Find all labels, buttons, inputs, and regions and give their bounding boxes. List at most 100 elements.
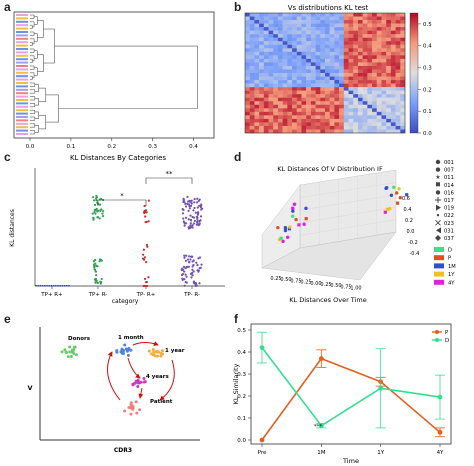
schematic-dot — [121, 351, 125, 355]
heatmap-cell — [254, 80, 260, 84]
heatmap-cell — [268, 23, 274, 28]
legend-marker-label: 019 — [444, 206, 454, 212]
heatmap-cell — [287, 76, 293, 81]
heatmap-cell — [376, 76, 382, 81]
swarm-point — [48, 284, 51, 287]
heatmap-cell — [400, 108, 406, 113]
heatmap-cell — [343, 27, 349, 31]
heatmap-cell — [376, 73, 382, 77]
scatter3d-point — [287, 227, 292, 231]
schematic-dot — [136, 385, 140, 389]
swarm-point — [189, 214, 192, 217]
heatmap-cell — [386, 111, 392, 116]
heatmap-frame — [244, 12, 406, 134]
schematic-dot — [123, 409, 127, 413]
heatmap-cell — [376, 34, 382, 38]
heatmap-cell — [376, 27, 382, 31]
heatmap-cell — [310, 73, 316, 77]
heatmap-cell — [301, 37, 307, 42]
heatmap-cell — [395, 118, 401, 123]
line-y-tick-label: 0.2 — [237, 394, 246, 400]
heatmap-cell — [301, 27, 307, 31]
heatmap-cell — [249, 129, 255, 134]
heatmap-cell — [376, 13, 382, 17]
heatmap-cell — [315, 76, 321, 81]
heatmap-cell — [372, 80, 377, 84]
heatmap-cell — [259, 129, 265, 134]
heatmap-cell — [381, 118, 387, 123]
heatmap-cell — [334, 20, 340, 24]
swarm-point — [188, 207, 192, 210]
heatmap-cell — [310, 122, 316, 127]
heatmap-cell — [329, 41, 335, 45]
heatmap-cell — [353, 97, 359, 102]
heatmap-cell — [376, 97, 382, 102]
heatmap-cell — [273, 97, 279, 102]
heatmap-cell — [386, 34, 392, 38]
heatmap-cell — [245, 97, 250, 102]
heatmap-cell — [334, 122, 340, 127]
heatmap-cell — [400, 30, 406, 35]
heatmap-cell — [390, 108, 396, 113]
heatmap-cell — [282, 44, 288, 49]
heatmap-cell — [315, 69, 321, 74]
heatmap-cell — [339, 101, 345, 105]
heatmap-cell — [343, 13, 349, 17]
heatmap-cell — [400, 118, 406, 123]
heatmap-cell — [306, 129, 312, 134]
swarm-point — [99, 208, 102, 211]
heatmap-cell — [386, 104, 392, 109]
heatmap-cell — [339, 94, 345, 98]
heatmap-cell — [395, 94, 401, 98]
heatmap-cell — [277, 62, 283, 67]
legend-marker-label: 022 — [444, 213, 454, 219]
scatter3d-points — [276, 185, 409, 244]
heatmap-cell — [301, 65, 307, 70]
heatmap-cell — [329, 55, 335, 60]
heatmap-cell — [273, 30, 279, 35]
heatmap-cell — [259, 55, 265, 60]
heatmap-cell — [367, 83, 373, 88]
heatmap-cell — [334, 16, 340, 21]
heatmap-cell — [400, 129, 406, 134]
heatmap-cell — [254, 16, 260, 21]
heatmap-cell — [301, 20, 307, 24]
heatmap-cell — [367, 111, 373, 116]
heatmap-cell — [381, 34, 387, 38]
heatmap-cell — [390, 23, 396, 28]
legend-color-label: 1Y — [448, 272, 455, 278]
heatmap-cell — [353, 37, 359, 42]
scatter3d-point — [288, 225, 292, 229]
scatter3d-point — [405, 193, 409, 197]
heatmap-cell — [372, 87, 377, 91]
heatmap-cell — [372, 94, 377, 98]
heatmap-cell — [268, 87, 274, 91]
heatmap-cell — [362, 90, 368, 95]
schematic-dot — [151, 348, 155, 352]
heatmap-cell — [367, 76, 373, 81]
heatmap-cell — [287, 97, 293, 102]
heatmap-cell — [367, 16, 373, 21]
heatmap-cell — [343, 76, 349, 81]
heatmap-cell — [296, 108, 302, 113]
heatmap-cell — [301, 80, 307, 84]
heatmap-cells — [245, 13, 406, 134]
heatmap-cell — [348, 65, 354, 70]
heatmap-cell — [273, 55, 279, 60]
heatmap-cell — [334, 34, 340, 38]
heatmap-cell — [263, 55, 269, 60]
heatmap-cell — [334, 87, 340, 91]
heatmap-cell — [282, 55, 288, 60]
heatmap-cell — [372, 23, 377, 28]
heatmap-cell — [348, 111, 354, 116]
heatmap-cell — [353, 48, 359, 53]
heatmap-cell — [277, 58, 283, 63]
swarm-point — [145, 243, 149, 247]
heatmap-cell — [268, 104, 274, 109]
heatmap-cell — [367, 55, 373, 60]
heatmap-cell — [367, 108, 373, 113]
heatmap-cell — [306, 30, 312, 35]
heatmap-cell — [315, 104, 321, 109]
scatter3d-x-tick-label: 0.75 — [340, 284, 351, 290]
heatmap-cell — [329, 80, 335, 84]
